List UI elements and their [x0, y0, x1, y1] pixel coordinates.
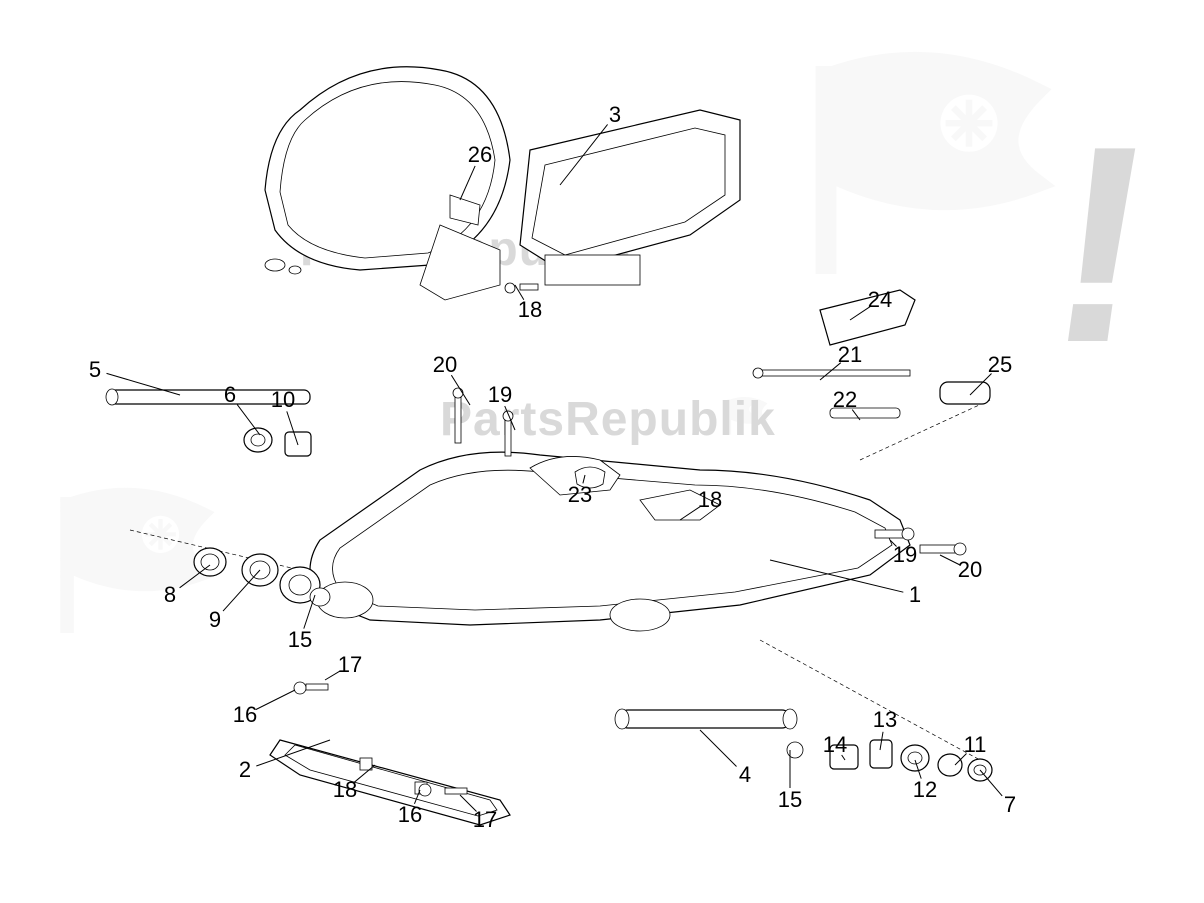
callout-15: 15 — [778, 787, 802, 813]
callout-5: 5 — [89, 357, 101, 383]
callout-17: 17 — [338, 652, 362, 678]
callout-14: 14 — [823, 732, 847, 758]
parts-drawing — [0, 0, 1204, 903]
callout-3: 3 — [609, 102, 621, 128]
diagram-canvas: PartsRepublik PartsRepublik PartsRepubli… — [0, 0, 1204, 903]
callout-1: 1 — [909, 582, 921, 608]
callout-6: 6 — [224, 382, 236, 408]
callout-13: 13 — [873, 707, 897, 733]
callout-15: 15 — [288, 627, 312, 653]
callout-4: 4 — [739, 762, 751, 788]
callout-22: 22 — [833, 387, 857, 413]
callout-16: 16 — [233, 702, 257, 728]
callout-12: 12 — [913, 777, 937, 803]
callout-9: 9 — [209, 607, 221, 633]
callout-11: 11 — [964, 732, 987, 758]
callout-19: 19 — [488, 382, 512, 408]
callout-24: 24 — [868, 287, 892, 313]
callout-17: 17 — [473, 807, 497, 833]
callout-21: 21 — [838, 342, 862, 368]
callout-25: 25 — [988, 352, 1012, 378]
callout-19: 19 — [893, 542, 917, 568]
callout-20: 20 — [958, 557, 982, 583]
callout-18: 18 — [518, 297, 542, 323]
callout-23: 23 — [568, 482, 592, 508]
callout-16: 16 — [398, 802, 422, 828]
callout-18: 18 — [333, 777, 357, 803]
callout-2: 2 — [239, 757, 251, 783]
callout-8: 8 — [164, 582, 176, 608]
callout-20: 20 — [433, 352, 457, 378]
callout-7: 7 — [1004, 792, 1016, 818]
callout-26: 26 — [468, 142, 492, 168]
callout-10: 10 — [271, 387, 295, 413]
callout-18: 18 — [698, 487, 722, 513]
